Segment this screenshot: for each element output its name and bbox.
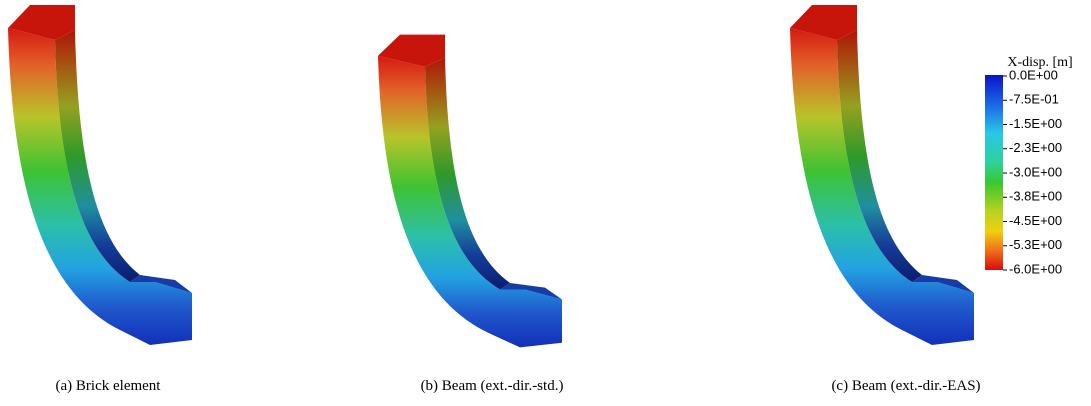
colorbar-label: -2.3E+00 (1009, 140, 1062, 155)
colorbar-label: -3.0E+00 (1009, 164, 1062, 179)
colorbar-label: -1.5E+00 (1009, 116, 1062, 131)
colorbar-label: -3.8E+00 (1009, 189, 1062, 204)
brick-plot (8, 5, 192, 345)
beam-eas-plot (790, 5, 974, 345)
colorbar-label: -7.5E-01 (1009, 92, 1059, 107)
caption: (a) Brick element (56, 378, 162, 394)
colorbar-label: -4.5E+00 (1009, 213, 1062, 228)
caption: (b) Beam (ext.-dir.-std.) (421, 378, 564, 394)
caption: (c) Beam (ext.-dir.-EAS) (831, 378, 980, 394)
colorbar-labels: 0.0E+00 -7.5E-01 -1.5E+00 -2.3E+00 -3.0E+00 -… (1003, 67, 1062, 276)
colorbar-label: -6.0E+00 (1009, 261, 1062, 276)
colorbar (985, 75, 1003, 270)
colorbar-label: 0.0E+00 (1009, 67, 1058, 82)
beam-std-plot (378, 34, 562, 348)
colorbar-title: X-disp. [m] (1007, 55, 1072, 70)
colorbar-label: -5.3E+00 (1009, 237, 1062, 252)
